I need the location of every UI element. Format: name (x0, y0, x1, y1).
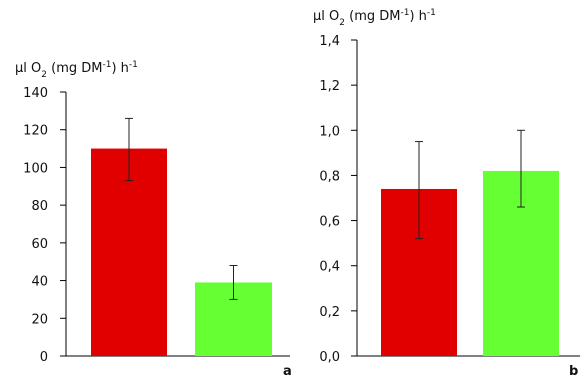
y-tick-label-b-5: 1,0 (319, 124, 340, 139)
bars-a (91, 118, 272, 356)
y-tick-label-a-0: 0 (40, 350, 48, 365)
y-tick-label-a-6: 120 (23, 124, 48, 139)
y-tick-label-a-7: 140 (23, 86, 48, 101)
chart-panel-b: µl O2 (mg DM-1) h-1 0,0 0,2 0,4 0,6 0,8 1,0 1,… (313, 8, 580, 379)
y-ticks-a: 0 20 40 60 80 100 120 140 (23, 86, 66, 365)
y-axis-label-b: µl O2 (mg DM-1) h-1 (313, 8, 436, 28)
y-tick-label-a-4: 80 (31, 199, 48, 214)
panel-label-a: a (283, 364, 292, 379)
y-tick-label-a-3: 60 (31, 237, 48, 252)
y-tick-label-b-4: 0,8 (319, 169, 340, 184)
y-tick-label-a-2: 40 (31, 275, 48, 290)
chart-panel-a: µl O2 (mg DM-1) h-1 0 20 40 60 80 100 120 140 a (15, 60, 292, 379)
y-tick-label-a-5: 100 (23, 161, 48, 176)
bars-b (381, 130, 559, 356)
y-tick-label-b-0: 0,0 (319, 350, 340, 365)
y-tick-label-b-3: 0,6 (319, 215, 340, 230)
panel-label-b: b (569, 364, 578, 379)
y-ticks-b: 0,0 0,2 0,4 0,6 0,8 1,0 1,2 1,4 (319, 34, 357, 365)
y-tick-label-b-6: 1,2 (319, 79, 340, 94)
y-tick-label-b-2: 0,4 (319, 260, 340, 275)
y-tick-label-a-1: 20 (31, 312, 48, 327)
y-tick-label-b-1: 0,2 (319, 305, 340, 320)
y-axis-label-a: µl O2 (mg DM-1) h-1 (15, 60, 138, 80)
y-tick-label-b-7: 1,4 (319, 34, 340, 49)
